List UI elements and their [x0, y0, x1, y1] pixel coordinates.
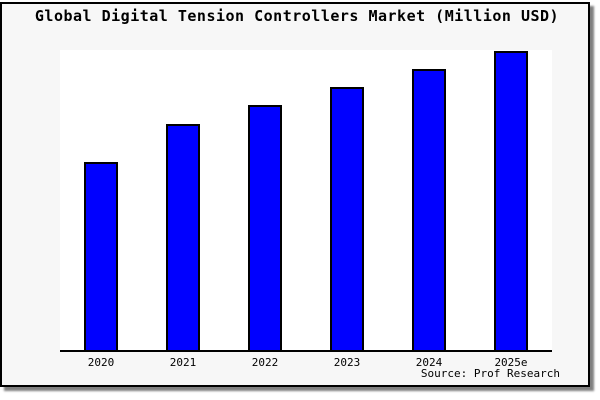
bar-2021: [166, 124, 200, 350]
bar-2025e: [494, 51, 528, 350]
bar-2020: [84, 162, 118, 350]
x-tick-label-2020: 2020: [87, 356, 115, 369]
bar-2023: [330, 87, 364, 350]
x-tick-label-2025e: 2025e: [494, 356, 528, 369]
bar-2022: [248, 105, 282, 350]
source-label: Source: Prof Research: [420, 367, 560, 380]
chart-title: Global Digital Tension Controllers Marke…: [34, 7, 560, 25]
plot-area: [60, 50, 552, 352]
x-tick-label-2023: 2023: [333, 356, 361, 369]
x-tick-label-2024: 2024: [415, 356, 443, 369]
x-tick-label-2022: 2022: [251, 356, 279, 369]
bar-2024: [412, 69, 446, 350]
x-tick-label-2021: 2021: [169, 356, 197, 369]
